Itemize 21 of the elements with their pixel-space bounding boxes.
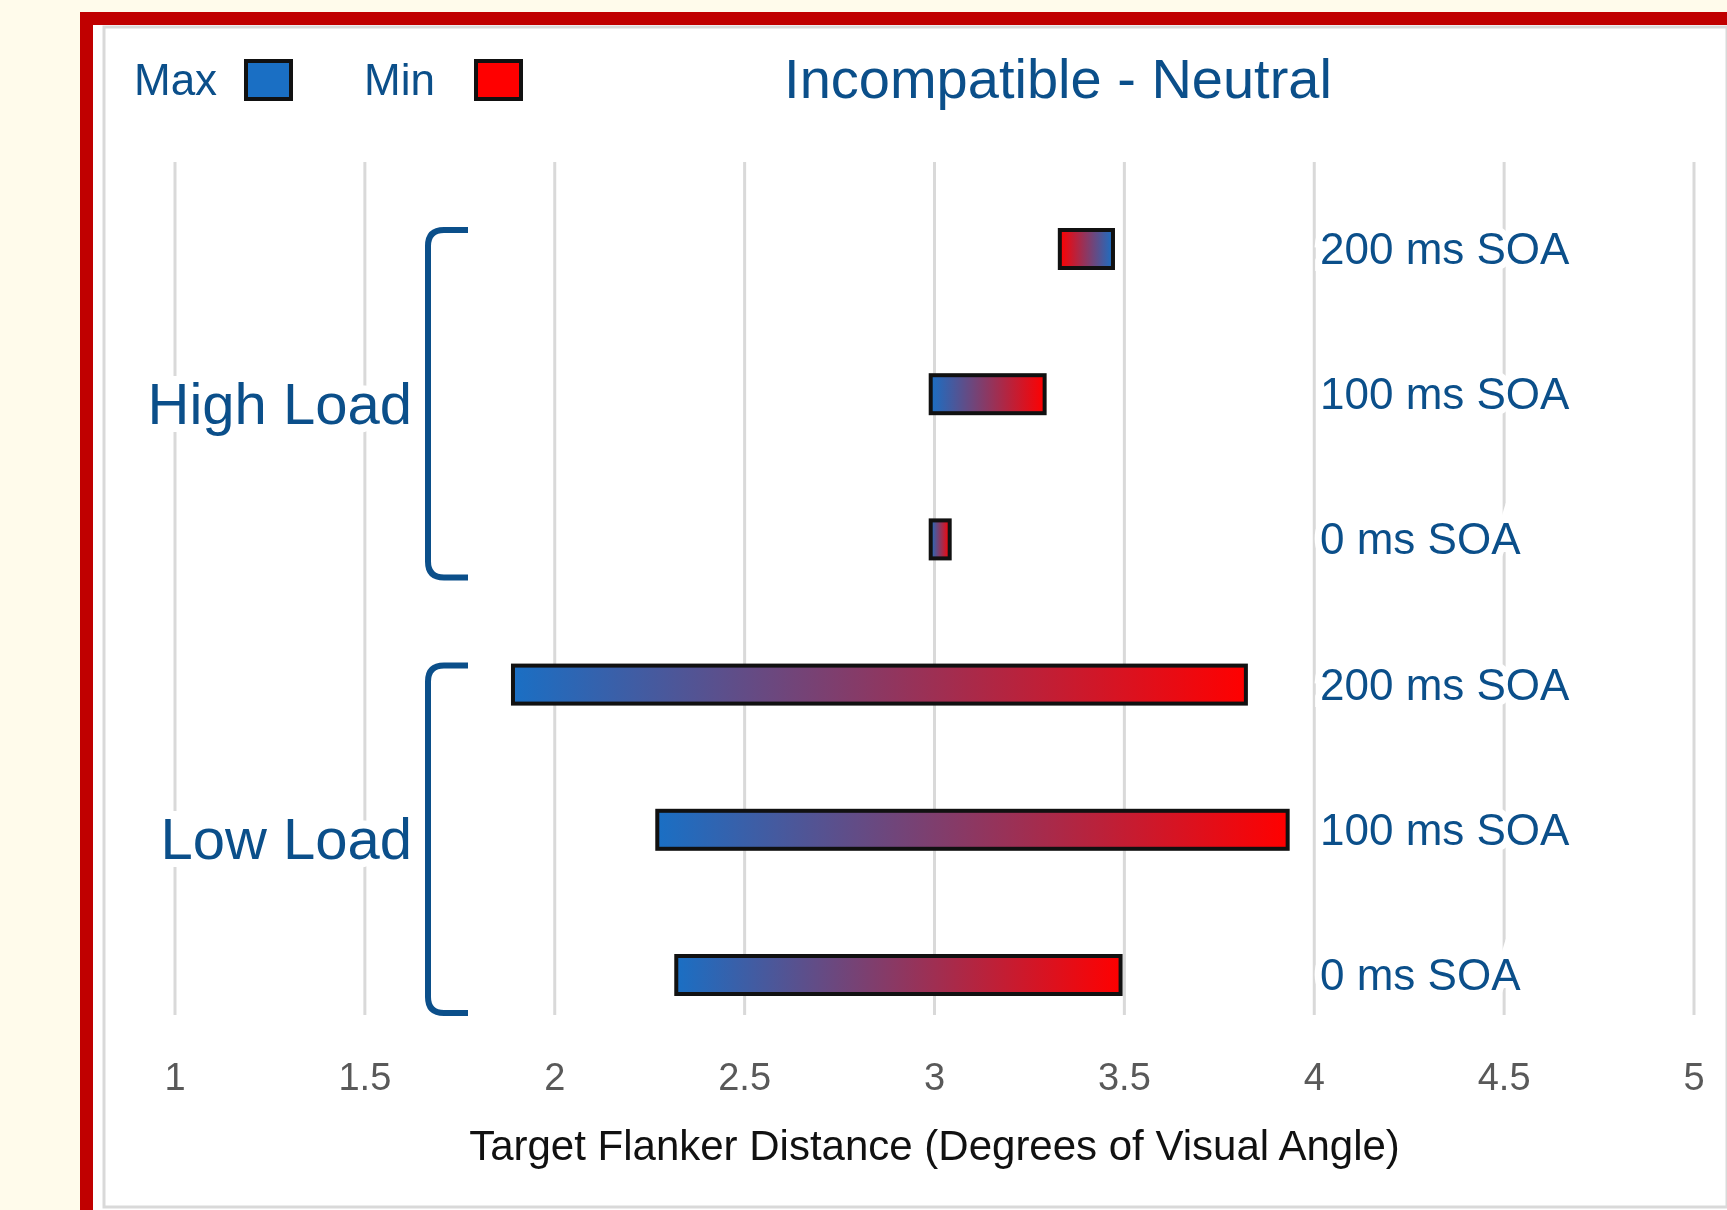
x-tick-label: 1.5 [338, 1056, 392, 1098]
text: Max [134, 55, 218, 104]
x-tick-label: 2 [544, 1056, 566, 1098]
x-tick-label: 4.5 [1477, 1056, 1531, 1098]
y-tick-label: 100 ms SOA [1320, 369, 1571, 419]
y-tick-label: 200 ms SOA [1320, 224, 1571, 273]
x-tick-label: 5 [1683, 1056, 1705, 1098]
y-tick-label: 0 ms SOA [1320, 950, 1522, 999]
x-tick-label: 4 [1303, 1056, 1325, 1098]
x-tick-label: 3 [923, 1056, 946, 1098]
x-tick-label: 1 [164, 1056, 186, 1098]
x-axis-title: Target Flanker Distance (Degrees of Visual Angle) [469, 1122, 1400, 1169]
annotation: High Load [147, 370, 412, 436]
annotation: Low Load [160, 806, 412, 872]
x-tick-label: 2.5 [718, 1056, 772, 1098]
y-tick-label: 200 ms SOA [1320, 659, 1571, 709]
y-tick-label: 0 ms SOA [1320, 514, 1522, 564]
text: Min [364, 55, 435, 104]
y-tick-label: 100 ms SOA [1320, 804, 1571, 854]
chart-title: Incompatible - Neutral [784, 47, 1332, 110]
x-tick-label: 3.5 [1097, 1056, 1151, 1098]
